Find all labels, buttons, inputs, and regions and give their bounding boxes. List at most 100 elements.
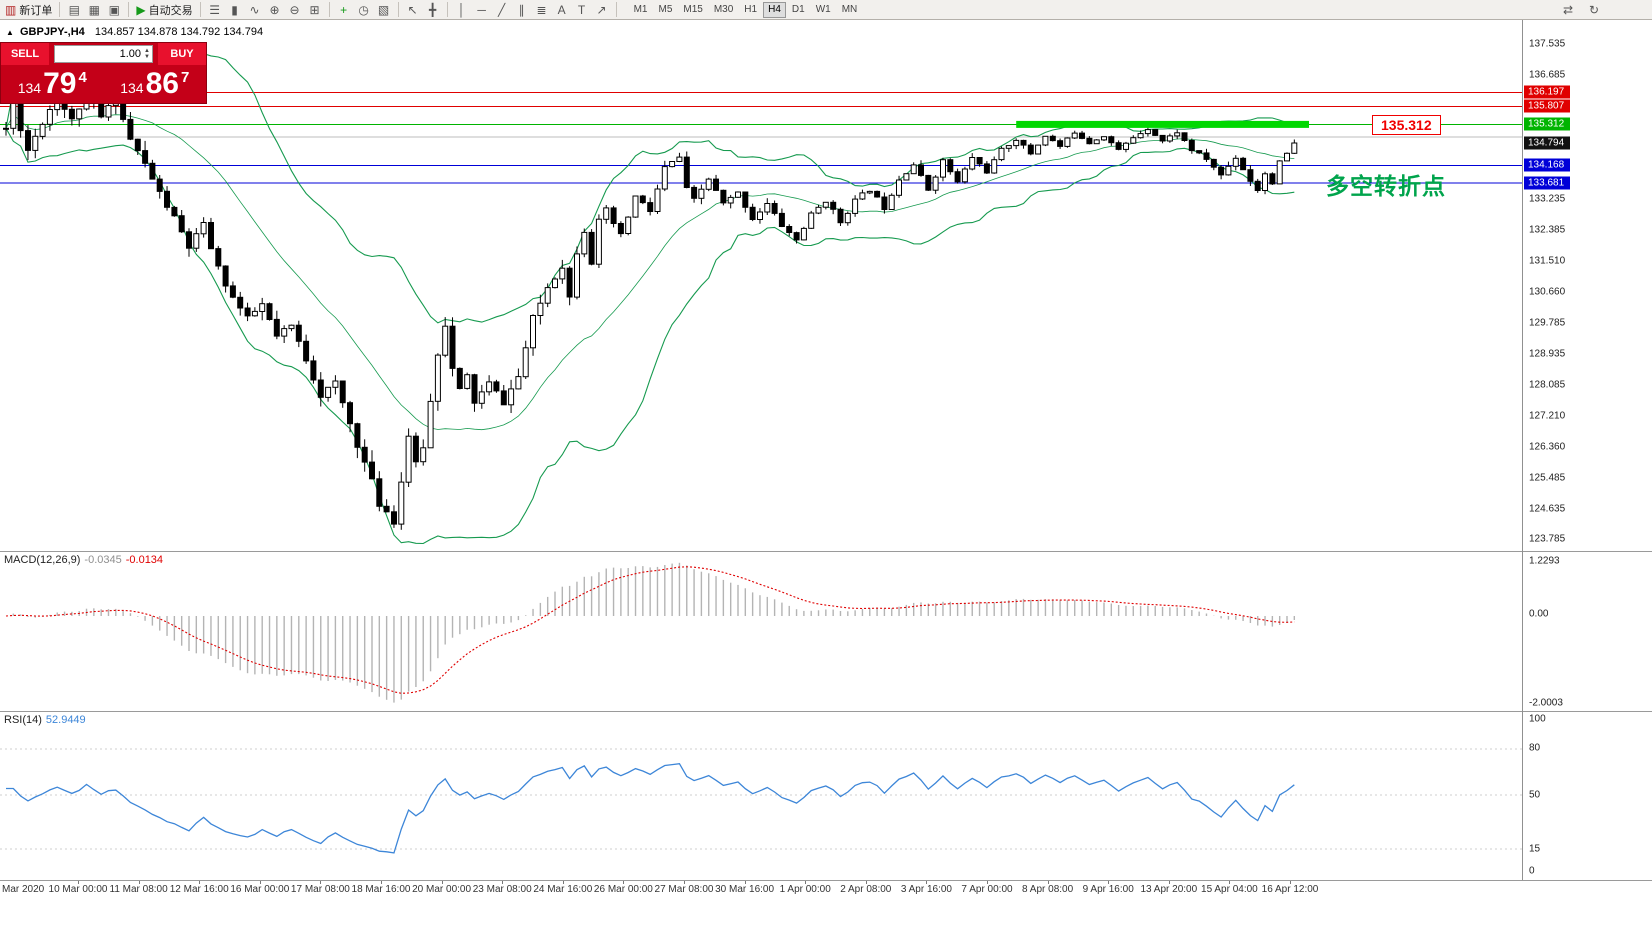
time-tick (744, 881, 746, 884)
time-label: 16 Mar 00:00 (230, 884, 290, 895)
timeframe-h1-button[interactable]: H1 (744, 4, 758, 15)
chart-list-icon[interactable]: ▲ (6, 28, 14, 37)
buy-price-big: 86 (145, 67, 179, 100)
time-tick (926, 881, 928, 884)
macd-indicator-chart[interactable] (0, 552, 1523, 710)
crosshair-button[interactable]: ╋ (423, 1, 443, 19)
timeframe-toolbar: M1 M5 M15 M30 H1 H4 D1 W1 MN (629, 0, 863, 20)
price-scale-label: 125.485 (1529, 472, 1566, 484)
time-tick (502, 881, 504, 884)
vertical-line-icon: │ (457, 2, 466, 17)
chart-line-button[interactable]: ∿ (245, 1, 265, 19)
new-order-icon: ▥ (5, 2, 17, 17)
vertical-line-button[interactable]: │ (452, 1, 472, 19)
macd-name: MACD(12,26,9) (4, 554, 81, 566)
buy-button[interactable]: BUY (158, 43, 206, 65)
timeframe-m1-button[interactable]: M1 (633, 4, 648, 15)
time-tick (1108, 881, 1110, 884)
time-tick (381, 881, 382, 884)
time-label: 26 Mar 00:00 (593, 884, 653, 895)
spinner-down-icon[interactable]: ▼ (144, 54, 150, 60)
timeframe-mn-button[interactable]: MN (841, 4, 858, 15)
volume-spinner[interactable]: ▲ ▼ (144, 48, 150, 60)
rsi-value: 52.9449 (45, 714, 86, 726)
macd-value-signal: -0.0134 (125, 554, 164, 566)
print-icon: ▤ (68, 2, 81, 17)
timeframe-m5-button[interactable]: M5 (658, 4, 673, 15)
trendline-icon: ╱ (497, 2, 506, 17)
price-scale-label: 126.360 (1529, 441, 1566, 453)
price-scale-label: 133.235 (1529, 193, 1566, 205)
time-label: 12 Mar 16:00 (169, 884, 229, 895)
print-button[interactable]: ▤ (64, 1, 84, 19)
toolbar-separator (59, 2, 61, 17)
trendline-button[interactable]: ╱ (492, 1, 512, 19)
timeframe-d1-button[interactable]: D1 (791, 4, 805, 15)
chart-bars-button[interactable]: ☰ (205, 1, 225, 19)
price-tag-136.197: 136.197 (1524, 85, 1570, 99)
arrows-tool-button[interactable]: ↗ (592, 1, 612, 19)
chart-candles-button[interactable]: ▮ (225, 1, 245, 19)
chart-refresh-icon: ↻ (1588, 2, 1600, 17)
time-tick (199, 881, 201, 884)
toolbar-right-buttons: ⇄ ↻ (1558, 0, 1604, 20)
rsi-panel-separator[interactable] (0, 711, 1652, 712)
timeframe-w1-button[interactable]: W1 (815, 4, 831, 15)
macd-value-main: -0.0345 (84, 554, 122, 566)
horizontal-line-icon: ─ (477, 2, 486, 17)
timeframe-m15-button[interactable]: M15 (683, 4, 703, 15)
navigator-button[interactable]: ▣ (104, 1, 124, 19)
time-tick (259, 881, 261, 884)
zoom-in-button[interactable]: ⊕ (265, 1, 285, 19)
auto-trading-button[interactable]: ▶ 自动交易 (133, 1, 195, 19)
sell-button[interactable]: SELL (1, 43, 49, 65)
horizontal-line-button[interactable]: ─ (472, 1, 492, 19)
indicators-add-button[interactable]: + (334, 1, 354, 19)
volume-input[interactable]: 1.00 ▲ ▼ (54, 45, 153, 63)
chart-refresh-button[interactable]: ↻ (1584, 1, 1604, 19)
timeframe-h4-button[interactable]: H4 (763, 1, 786, 18)
periods-button[interactable]: ◷ (354, 1, 374, 19)
main-price-chart[interactable] (0, 20, 1523, 551)
time-label: Mar 2020 (2, 884, 45, 895)
fibonacci-button[interactable]: ≣ (532, 1, 552, 19)
toolbar-separator (328, 2, 330, 17)
chart-title: ▲ GBPJPY-,H4 134.857 134.878 134.792 134… (6, 26, 263, 38)
chart-scroll-button[interactable]: ⇄ (1558, 1, 1578, 19)
turning-point-annotation: 多空转折点 (1326, 173, 1446, 199)
zoom-out-button[interactable]: ⊖ (285, 1, 305, 19)
macd-scale-label: 1.2293 (1529, 555, 1560, 567)
time-label: 23 Mar 08:00 (472, 884, 532, 895)
timeframe-m30-button[interactable]: M30 (713, 4, 734, 15)
zoom-out-icon: ⊖ (289, 2, 300, 17)
time-label: 11 Mar 08:00 (109, 884, 168, 895)
time-tick (1229, 881, 1231, 884)
cursor-button[interactable]: ↖ (403, 1, 423, 19)
toolbar-buttons: ▥ 新订单 ▤ ▦ ▣ ▶ 自动交易 ☰ ▮ ∿ ⊕ ⊖ ⊞ + ◷ ▧ ↖ ╋ │ ─ ╱ ∥ ≣ A T ↗ (2, 0, 621, 20)
price-scale-label: 128.085 (1529, 379, 1566, 391)
templates-button[interactable]: ▧ (374, 1, 394, 19)
time-tick (78, 881, 79, 884)
channel-button[interactable]: ∥ (512, 1, 532, 19)
macd-panel-separator[interactable] (0, 551, 1652, 552)
sell-price-display[interactable]: 134 79 4 (1, 65, 104, 103)
price-tag-135.312: 135.312 (1524, 117, 1570, 131)
new-order-button[interactable]: ▥ 新订单 (2, 1, 55, 19)
price-scale[interactable]: 137.535 136.685 133.235 132.385 131.510 130.6… (1523, 0, 1652, 945)
time-label: 18 Mar 16:00 (351, 884, 411, 895)
time-tick (805, 881, 807, 884)
time-axis[interactable]: Mar 2020 10 Mar 00:00 11 Mar 08:00 12 Mar 1… (0, 881, 1522, 897)
buy-price-display[interactable]: 134 86 7 (104, 65, 207, 103)
macd-label: MACD(12,26,9) -0.0345 -0.0134 (4, 554, 163, 566)
spinner-up-icon[interactable]: ▲ (144, 48, 150, 54)
data-window-button[interactable]: ▦ (84, 1, 104, 19)
toolbar-separator (199, 2, 201, 17)
text-label-button[interactable]: T (572, 1, 592, 19)
time-tick (1168, 881, 1170, 884)
time-tick (441, 881, 443, 884)
time-label: 7 Apr 00:00 (961, 884, 1013, 895)
rsi-indicator-chart[interactable] (0, 712, 1523, 879)
tile-windows-button[interactable]: ⊞ (305, 1, 325, 19)
time-label: 16 Apr 12:00 (1261, 884, 1319, 895)
text-button[interactable]: A (552, 1, 572, 19)
